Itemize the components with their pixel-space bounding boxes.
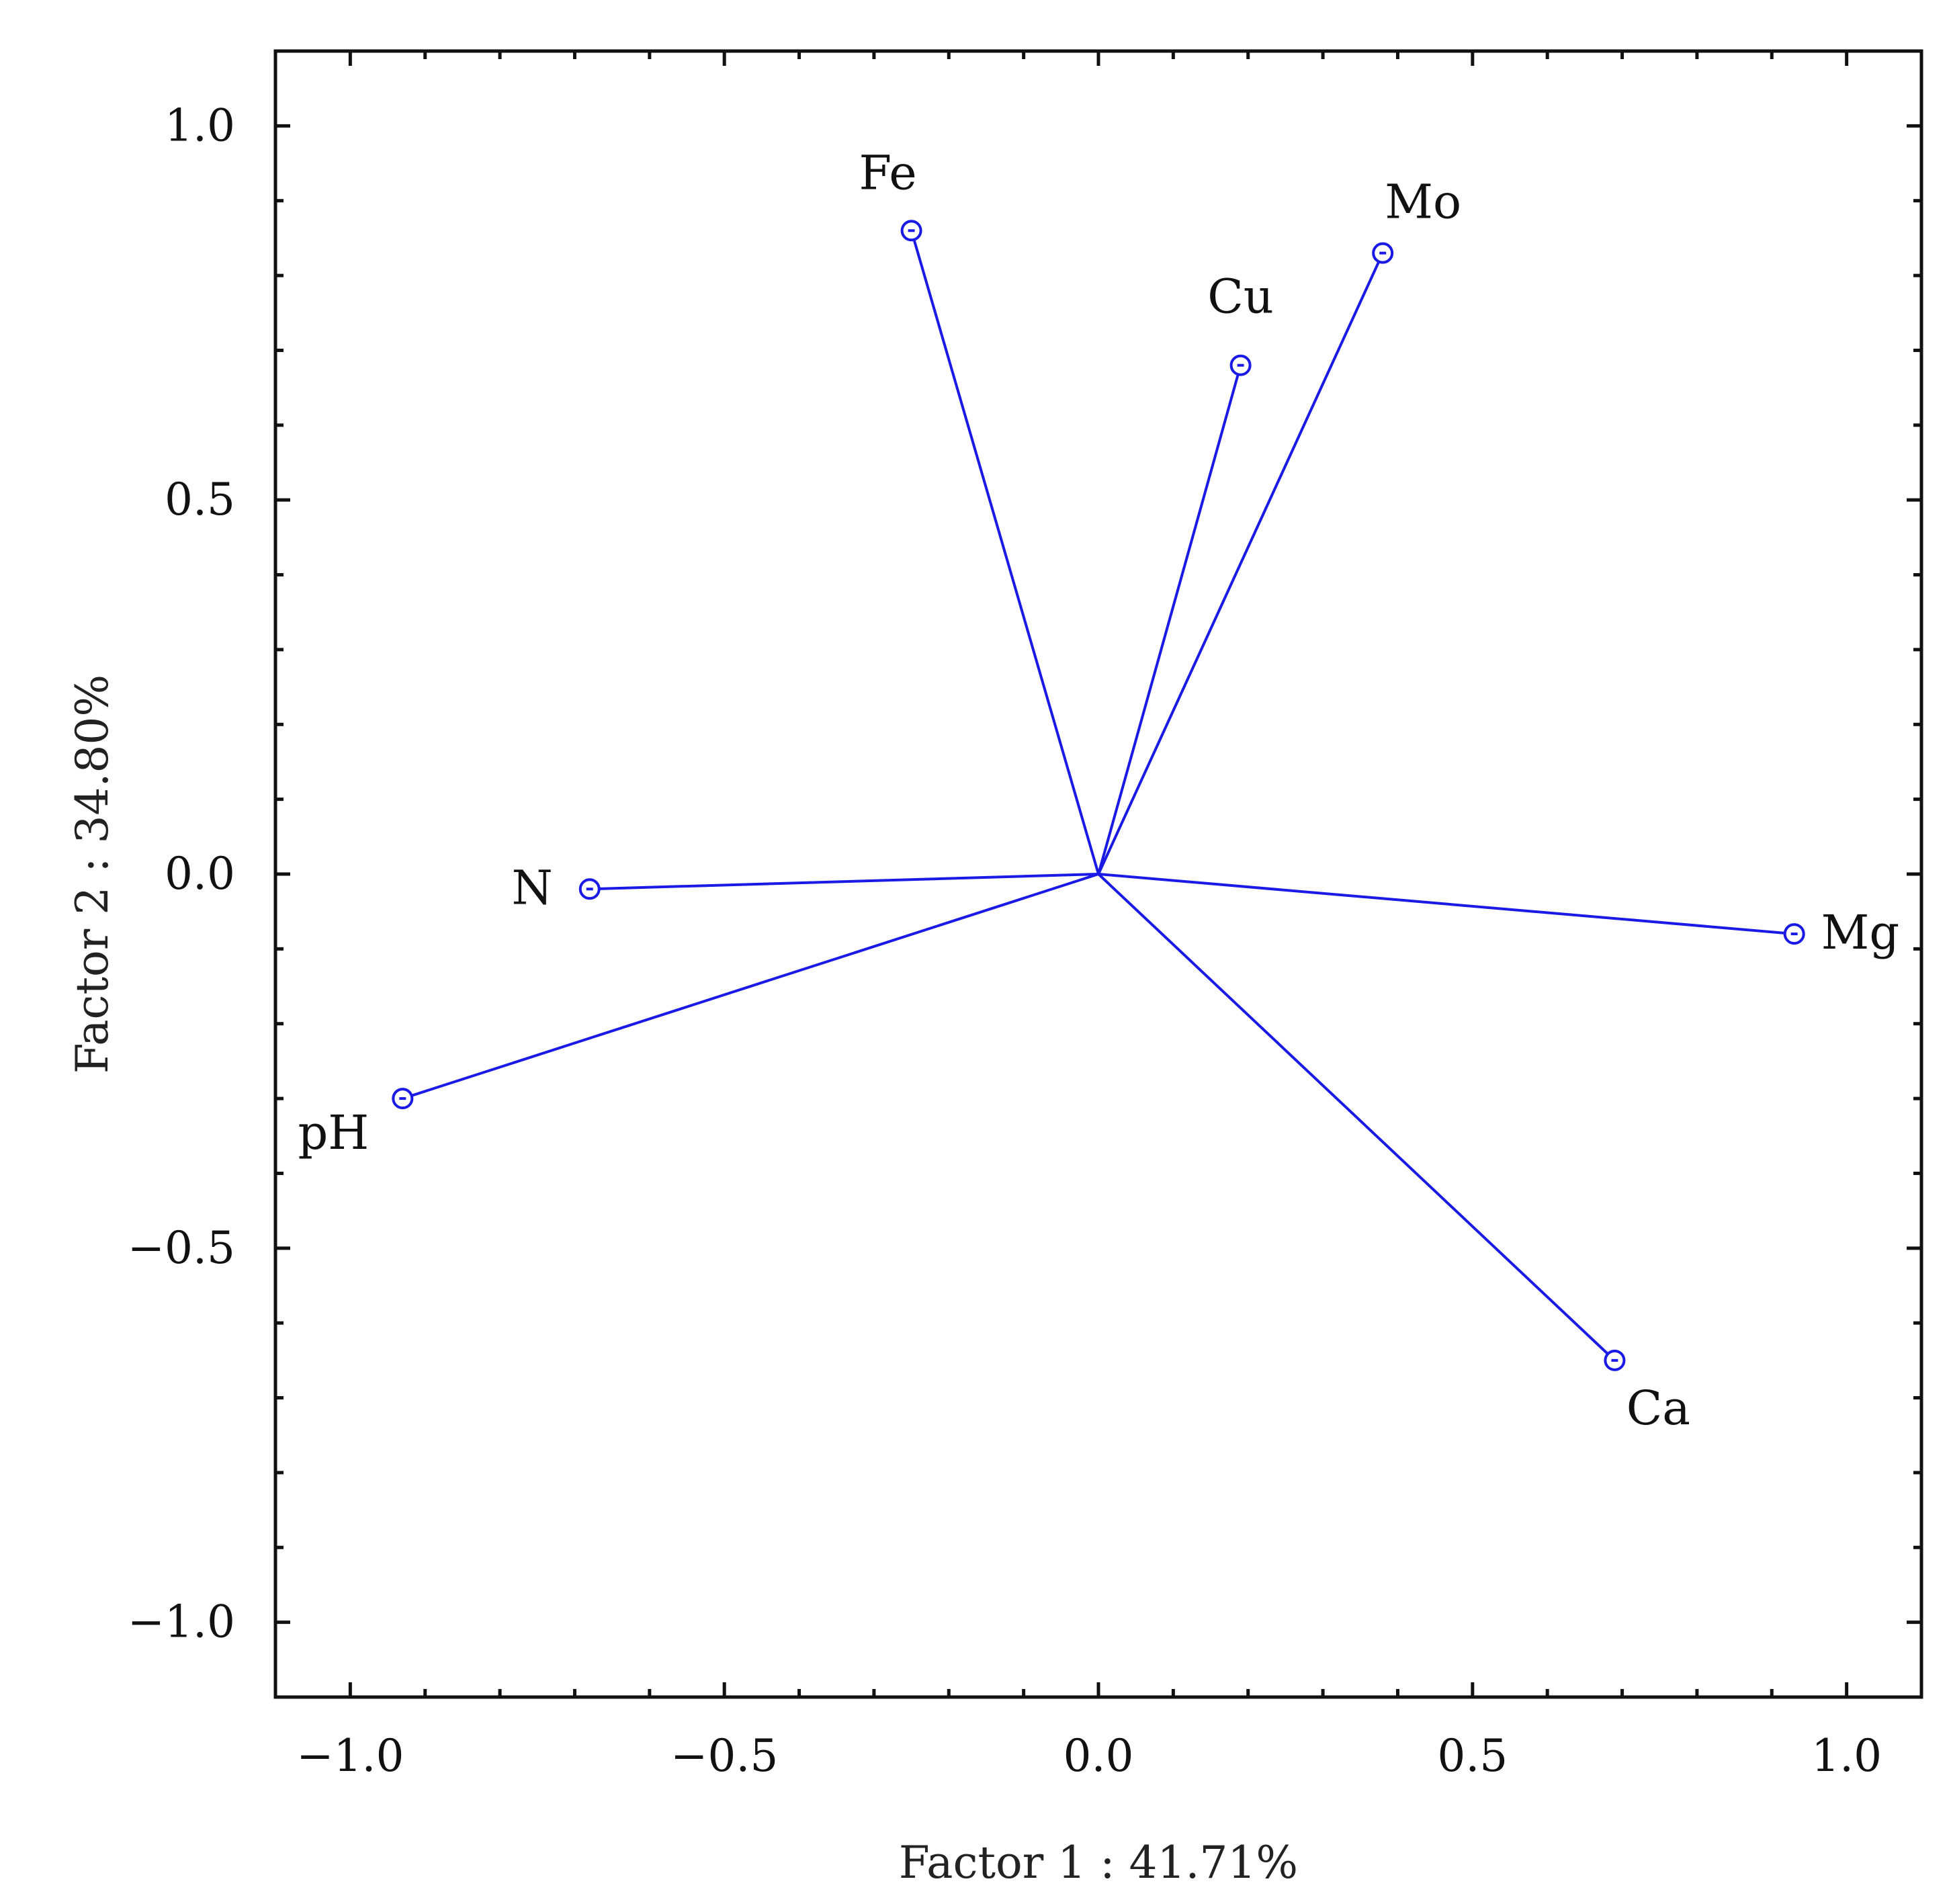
x-tick-label: −1.0: [296, 1730, 404, 1782]
y-axis-title: Factor 2 : 34.80%: [67, 675, 118, 1074]
loading-vector-mg: [1098, 873, 1794, 936]
x-tick-label: 0.5: [1437, 1730, 1508, 1782]
variable-label-fe: Fe: [859, 145, 917, 200]
x-tick-label: 1.0: [1811, 1730, 1882, 1782]
loading-vector-fe: [910, 230, 1100, 875]
x-tick-label: −0.5: [670, 1730, 778, 1782]
tick-marks: [273, 49, 1923, 1699]
loading-vector-mo: [1097, 252, 1385, 875]
variable-label-cu: Cu: [1207, 269, 1274, 324]
variable-label-n: N: [511, 860, 552, 915]
loading-vector-cu: [1097, 365, 1242, 875]
variable-label-ph: pH: [298, 1105, 369, 1160]
x-axis-title: Factor 1 : 41.71%: [899, 1837, 1298, 1889]
y-tick-label: −1.0: [128, 1596, 235, 1648]
variable-labels: Fe Cu Mo N Mg pH Ca: [298, 145, 1899, 1436]
y-tick-label: 0.0: [165, 848, 235, 900]
variable-label-mg: Mg: [1821, 905, 1899, 960]
y-tick-label: −0.5: [128, 1222, 235, 1274]
variable-label-mo: Mo: [1385, 175, 1461, 230]
loading-vectors: [392, 220, 1805, 1371]
x-tick-label: 0.0: [1064, 1730, 1134, 1782]
y-tick-label: 1.0: [165, 99, 235, 151]
y-tick-label: 0.5: [165, 474, 235, 525]
variable-label-ca: Ca: [1627, 1381, 1690, 1436]
tick-labels: −1.0 −0.5 0.0 0.5 1.0 1.0 0.5 0.0 −0.5 −1.0: [128, 99, 1882, 1782]
loading-vector-n: [589, 873, 1099, 891]
loading-vector-ph: [402, 873, 1099, 1100]
loading-vector-ca: [1097, 873, 1616, 1362]
